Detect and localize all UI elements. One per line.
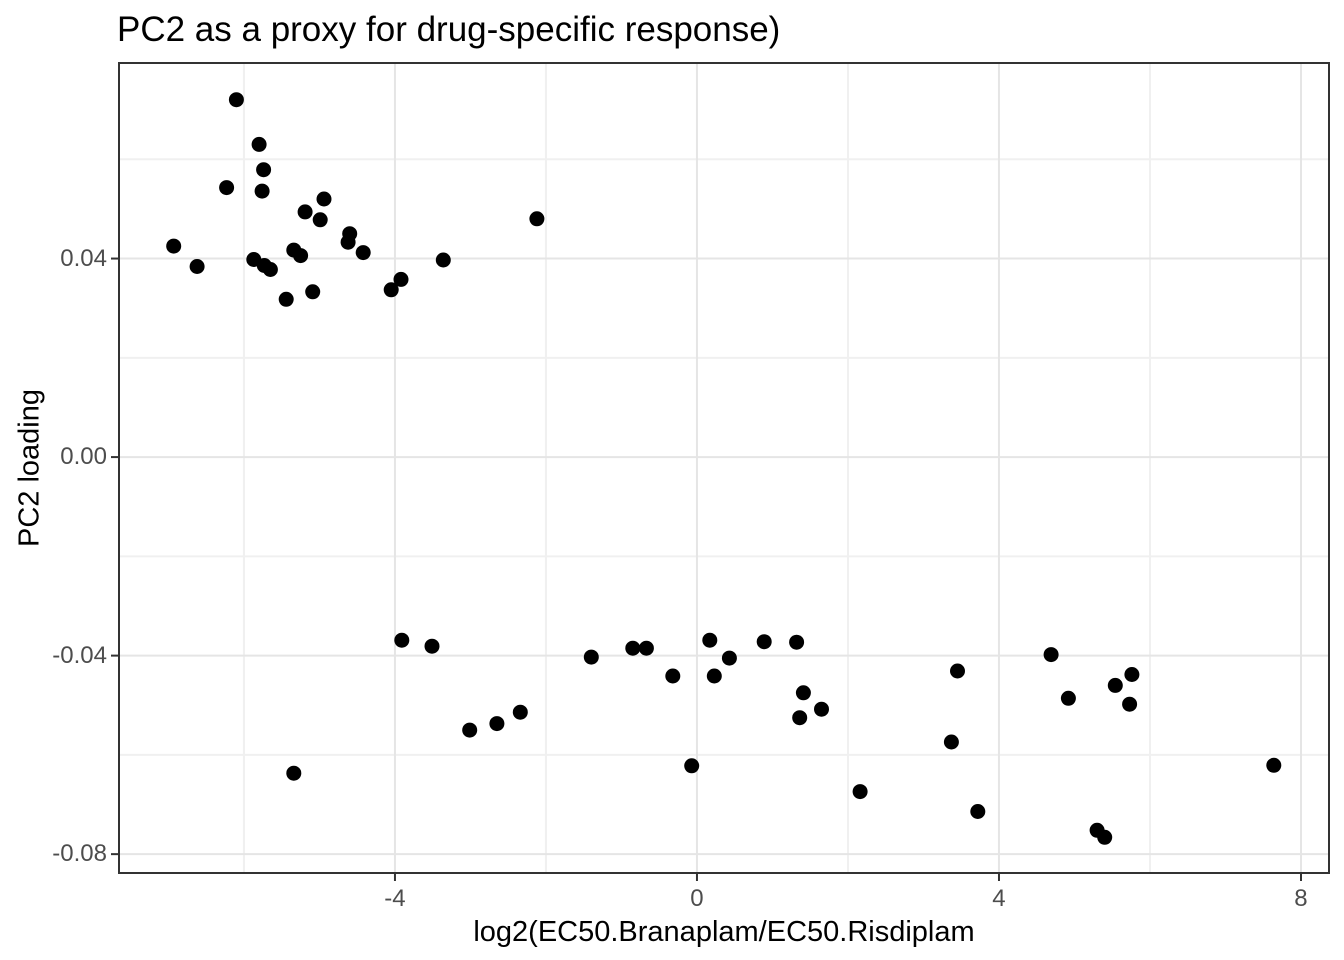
data-point [625,640,641,656]
data-point [166,238,182,254]
data-point [394,632,410,648]
data-point [512,704,528,720]
data-point [795,685,811,701]
data-point [293,248,309,264]
plot-panel-background [119,63,1329,873]
data-point [393,271,409,287]
data-point [462,722,478,738]
data-point [684,758,700,774]
data-point [228,92,244,108]
data-point [583,649,599,665]
data-point [665,668,681,684]
data-point [1060,690,1076,706]
data-point [435,252,451,268]
chart-title: PC2 as a proxy for drug-specific respons… [117,10,781,49]
data-point [254,183,270,199]
y-tick-label: -0.08 [52,840,107,868]
data-point [1097,829,1113,845]
y-tick-label: -0.04 [52,641,107,669]
data-point [1107,677,1123,693]
data-point [529,211,545,227]
data-point [706,668,722,684]
data-point [638,640,654,656]
data-point [792,710,808,726]
data-point [297,204,313,220]
data-point [219,180,235,196]
data-point [383,282,399,298]
y-tick-label: 0.00 [60,443,107,471]
data-point [1043,647,1059,663]
data-point [814,701,829,717]
x-tick-label: 0 [690,885,704,912]
plot-panel-border [118,62,1330,874]
data-point [852,784,868,800]
data-point [424,638,440,654]
data-point [489,716,505,732]
x-tick-label: 4 [992,885,1006,912]
data-point [1266,757,1282,773]
y-tick-label: 0.04 [60,244,107,272]
data-point [355,245,371,261]
data-point [251,136,267,152]
data-point [943,734,959,750]
data-point [756,634,772,650]
data-point [256,162,272,178]
data-point [721,650,737,666]
data-point [262,262,278,277]
x-axis-title: log2(EC50.Branaplam/EC50.Risdiplam [473,916,975,948]
data-point [789,634,805,650]
data-point [286,765,302,781]
data-point [950,663,965,679]
data-point [312,212,328,228]
data-point [1122,696,1138,712]
data-point [340,234,356,250]
data-point [316,191,332,207]
data-point [305,284,321,300]
x-tick-label: -4 [384,885,406,912]
x-tick-label: 8 [1294,885,1308,912]
data-point [1124,667,1140,682]
data-point [702,632,718,648]
data-point [189,259,205,274]
data-point [278,291,294,307]
data-point [970,804,986,819]
